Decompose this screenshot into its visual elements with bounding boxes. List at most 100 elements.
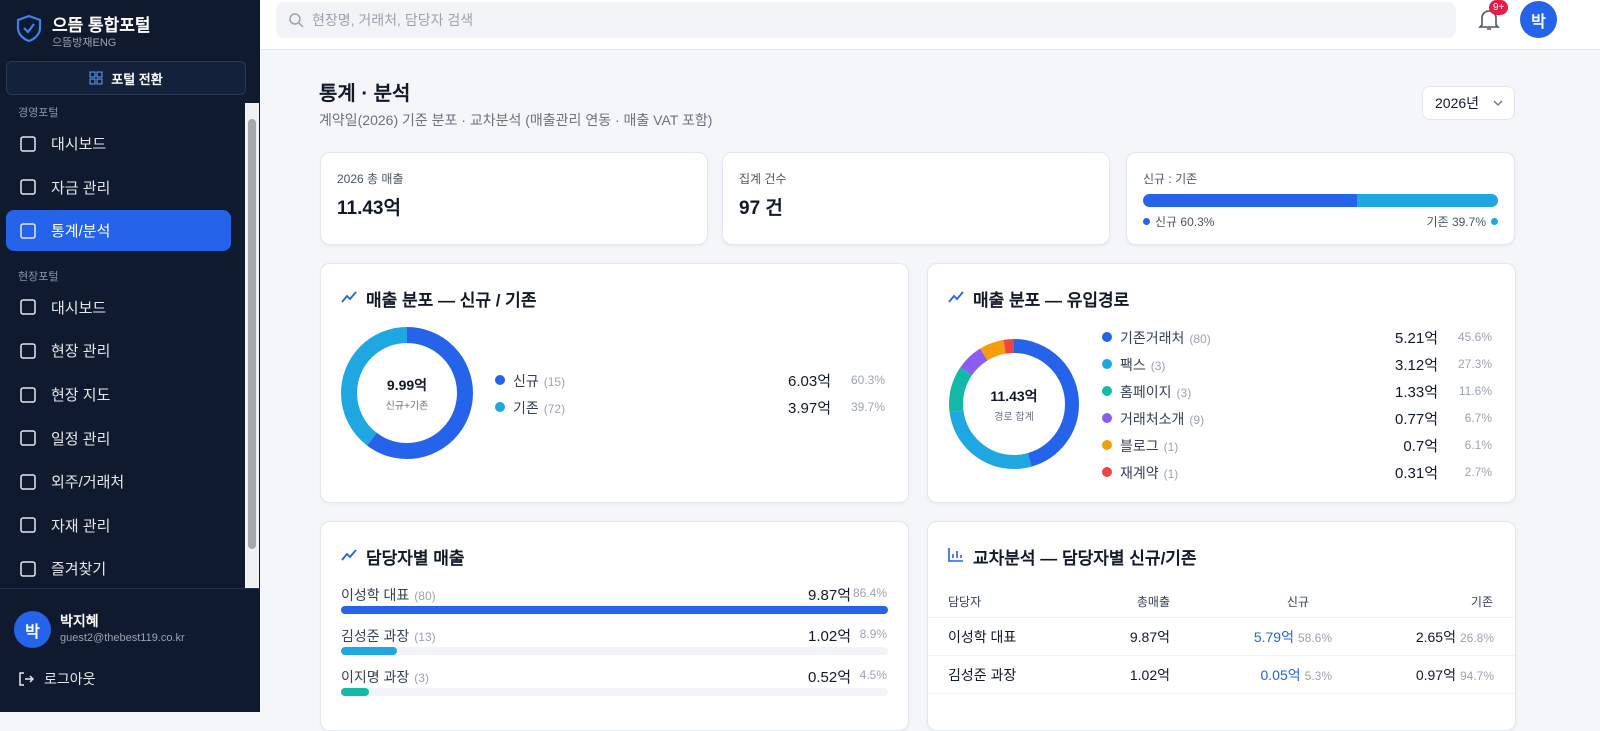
icon (20, 430, 36, 446)
cell-total: 9.87억 (1129, 629, 1170, 645)
icon (341, 291, 357, 303)
nav-item[interactable]: 대시보드 (6, 287, 231, 328)
cell-total: 1.02억 (1129, 667, 1170, 683)
column-header: 담당자 (948, 595, 982, 609)
logout[interactable]: 로그아웃 (18, 669, 96, 689)
icon (20, 343, 36, 359)
bar-track (341, 688, 888, 696)
section-title: 경영포털 (18, 107, 59, 119)
column-header: 신규 (1286, 595, 1309, 609)
legend-dot (495, 375, 505, 385)
nav-item[interactable]: 현장 지도 (6, 374, 231, 415)
user-name: 박지혜 (60, 613, 99, 629)
card-title: 매출 분포 — 신규 / 기존 (366, 291, 537, 310)
nav-label: 자금 관리 (51, 179, 111, 197)
legend-name: 재계약 (1120, 465, 1159, 481)
manager-count: (13) (414, 630, 436, 644)
legend-dot (495, 402, 505, 412)
nav-label: 현장 지도 (51, 387, 111, 404)
icon (948, 548, 963, 562)
nav-label: 외주/거래처 (51, 474, 125, 492)
scroll-thumb[interactable] (248, 119, 256, 549)
nav-item[interactable]: 즐겨찾기 (6, 548, 231, 589)
pct: 45.6% (1457, 330, 1492, 344)
search-box[interactable]: 현장명, 거래처, 담당자 검색 (276, 2, 1456, 38)
nav-label: 자재 관리 (51, 517, 111, 535)
amount: 3.97억 (788, 400, 831, 417)
icon (289, 13, 304, 28)
donut (341, 327, 473, 459)
amount: 1.33억 (1395, 384, 1438, 401)
pct: 60.3% (850, 373, 885, 387)
row-rule (928, 693, 1515, 694)
nav-item[interactable]: 자금 관리 (6, 167, 231, 208)
icon (89, 71, 103, 85)
legend-count: (3) (1176, 386, 1192, 400)
ratio-label: 신규 : 기존 (1143, 172, 1198, 186)
amount: 1.02억 (808, 628, 851, 645)
icon-shape (341, 549, 357, 561)
nav-label: 일정 관리 (51, 430, 111, 448)
icon-shape (20, 473, 36, 490)
bar (341, 606, 888, 614)
topbar: 현장명, 거래처, 담당자 검색 9+ 박 (260, 0, 1600, 50)
nav-item[interactable]: 일정 관리 (6, 418, 231, 459)
year: 2026년 (1435, 95, 1480, 111)
logo (16, 14, 42, 42)
icon (20, 222, 36, 239)
bar-track (341, 647, 888, 655)
avatar[interactable]: 박 (1520, 1, 1557, 38)
legend-name: 기존거래처 (1120, 330, 1185, 346)
nav-item[interactable]: 현장 관리 (6, 330, 231, 371)
kpi-label: 집계 건수 (739, 172, 787, 186)
kpi-value: 11.43억 (337, 198, 401, 219)
chevron (1493, 100, 1503, 106)
icon (20, 299, 36, 316)
legend-dot (1102, 332, 1112, 342)
amount: 9.87억 (808, 587, 851, 604)
nav-item[interactable]: 통계/분석 (6, 210, 231, 252)
portal-switch[interactable]: 포털 전환 (6, 61, 246, 95)
icon-shape (20, 343, 36, 359)
amount: 6.03억 (788, 373, 831, 390)
amount: 0.31억 (1395, 465, 1438, 482)
new-amount: 0.05억 (1260, 667, 1301, 683)
amount: 0.7억 (1403, 438, 1438, 455)
bar (341, 647, 398, 655)
legend-text: 신규 60.3% (1155, 215, 1215, 229)
center-value: 9.99억 (386, 377, 428, 393)
card-title: 교차분석 — 담당자별 신규/기존 (973, 549, 1197, 568)
legend-name: 홈페이지 (1120, 384, 1172, 400)
manager-row: 이성학 대표 (80) (341, 585, 436, 605)
page-subtitle: 계약일(2026) 기준 분포 · 교차분석 (매출관리 연동 · 매출 VAT… (319, 112, 713, 128)
icon (20, 386, 36, 403)
nav-item[interactable]: 자재 관리 (6, 505, 231, 546)
nav-item[interactable]: 대시보드 (6, 123, 231, 164)
center-label: 신규+기존 (385, 401, 429, 412)
nav-label: 통계/분석 (51, 223, 111, 241)
legend-dot (1102, 440, 1112, 450)
cell-old: 0.97억 94.7% (1416, 665, 1494, 685)
legend-row: 기존 (72) (513, 398, 565, 418)
legend-row: 기존거래처 (80) (1120, 328, 1211, 348)
dot (1491, 218, 1498, 225)
center-label: 경로 합계 (994, 412, 1034, 423)
pct: 86.4% (852, 586, 887, 600)
search-placeholder: 현장명, 거래처, 담당자 검색 (312, 12, 474, 28)
legend-text: 기존 39.7% (1426, 215, 1486, 229)
ratio-legend: 신규 60.3% (1143, 213, 1214, 230)
legend-dot (1102, 386, 1112, 396)
amount: 0.77억 (1395, 411, 1438, 428)
donut-segment (949, 339, 1079, 469)
new-amount: 5.79억 (1253, 629, 1294, 645)
nav-label: 대시보드 (51, 299, 107, 317)
amount: 3.12억 (1395, 357, 1438, 374)
legend-name: 블로그 (1120, 438, 1159, 454)
year-select[interactable]: 2026년 (1422, 86, 1515, 120)
user-box: 박 박지혜 guest2@thebest119.co.kr 로그아웃 (0, 588, 260, 712)
nav-item[interactable]: 외주/거래처 (6, 461, 231, 502)
pct: 6.7% (1464, 411, 1492, 425)
icon-shape (20, 386, 36, 403)
